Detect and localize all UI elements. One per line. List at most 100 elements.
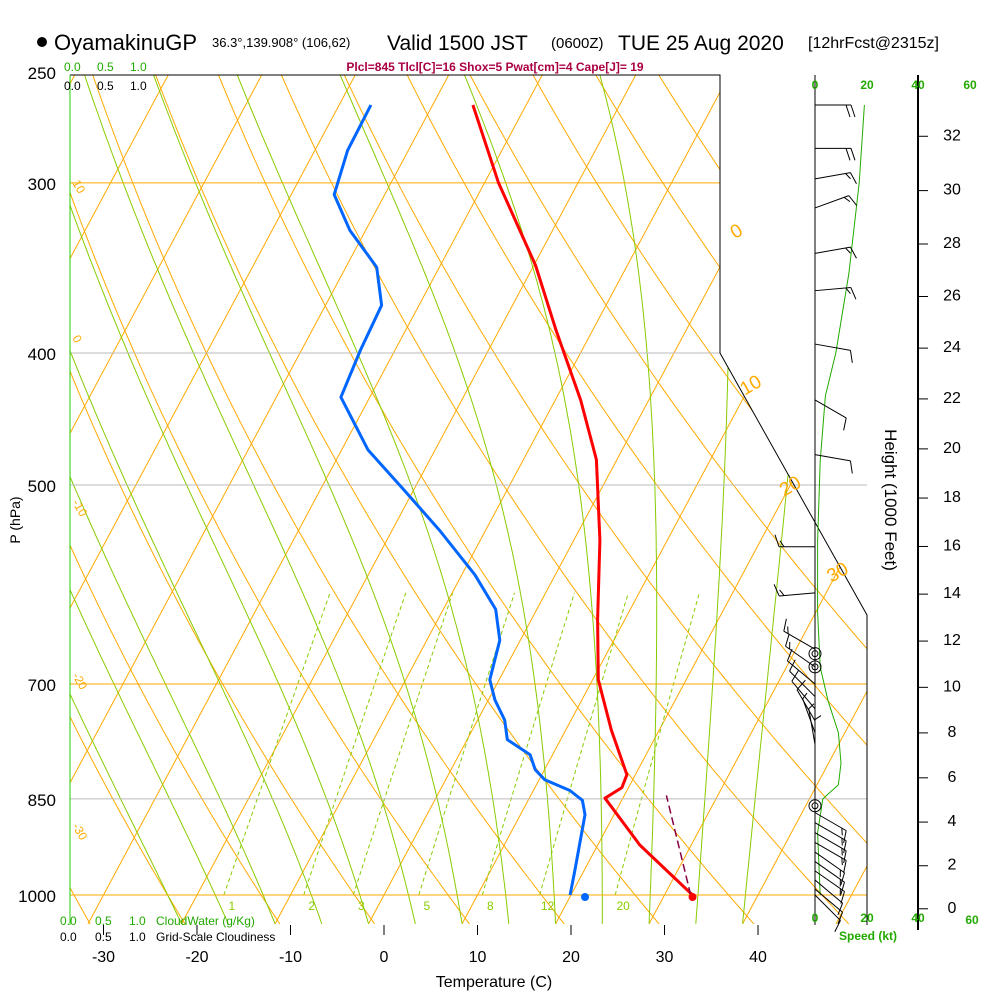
calm-wind-inner-icon: [811, 650, 819, 658]
wind-barb-flag: [843, 840, 847, 854]
wind-barb-shaft: [802, 698, 816, 733]
wind-barb-shaft: [814, 870, 845, 892]
wind-barb: [814, 812, 847, 844]
wind-barb-flag: [837, 902, 844, 916]
wind-barb-flag: [850, 104, 856, 118]
wind-barb: [815, 147, 856, 161]
valid-time: Valid 1500 JST: [387, 32, 528, 55]
moist-adiabat-line: [70, 75, 276, 925]
wind-barb-flag: [796, 679, 806, 691]
wind-barb-flag: [850, 148, 856, 161]
mixing-ratio-label: 12: [541, 899, 555, 913]
wind-barb-flag: [837, 912, 844, 925]
isotherm-label: 30: [823, 558, 852, 587]
wind-barb-flag: [789, 659, 796, 672]
height-tick-label: 24: [943, 339, 961, 356]
height-tick-label: 30: [943, 182, 961, 199]
wind-barb-flag: [845, 173, 851, 180]
speed-bottom-40: 40: [911, 911, 925, 925]
wind-barb-flag: [773, 584, 780, 597]
x-tick-label: -10: [279, 949, 302, 966]
wind-barb: [814, 842, 847, 873]
wind-barb-flag: [845, 287, 851, 294]
wind-speed-line: [817, 104, 865, 896]
wind-barb: [814, 715, 822, 756]
wind-barb-flag: [843, 850, 847, 864]
wind-barb-shaft: [814, 172, 851, 180]
wind-barb: [785, 633, 816, 668]
wind-barb: [791, 670, 816, 710]
height-tick-label: 22: [943, 390, 961, 407]
mixing-ratio-line: [539, 592, 629, 896]
moist-adiabat-line: [70, 75, 229, 925]
wind-barb-flag: [850, 246, 857, 259]
cloud-scale-bottom: 0.0 0.5 1.0 CloudWater (g/Kg) 0.0 0.5 1.…: [60, 914, 275, 944]
dry-adiabat-line: [146, 75, 660, 925]
speed-top-20: 20: [860, 78, 874, 92]
mixing-ratio-label: 3: [358, 899, 365, 913]
x-tick-label: 10: [469, 949, 487, 966]
height-tick-label: 16: [943, 537, 961, 554]
dry-adiabat-line: [70, 75, 470, 925]
wind-barb-flag: [808, 703, 815, 710]
mixing-ratio-label: 8: [487, 899, 494, 913]
x-tick-label: 30: [656, 949, 674, 966]
height-tick-label: 4: [948, 813, 957, 830]
wind-barb-flag: [843, 196, 851, 203]
wind-barb: [774, 534, 815, 548]
wind-barb-flag: [845, 247, 851, 254]
dry-adiabat-line: [519, 75, 867, 925]
calm-wind-icon: [808, 660, 822, 674]
dry-adiabat-line: [208, 75, 755, 925]
station-coords: 36.3°,139.908° (106,62): [212, 35, 350, 50]
cloud-top-black-1: 0.5: [97, 79, 114, 93]
calm-wind-icon: [808, 799, 822, 813]
isotherm-label: 0: [727, 220, 747, 243]
wind-barb-flag: [850, 172, 857, 184]
moist-adiabat-line: [76, 75, 416, 925]
y-axis-title: P (hPa): [7, 496, 23, 543]
wind-barb-flag: [834, 920, 841, 932]
wind-barb-shaft: [808, 708, 816, 745]
mixing-ratio-label: 2: [308, 899, 315, 913]
wind-barb-flag: [840, 882, 845, 895]
x-tick-label: 0: [380, 949, 389, 966]
wind-barb-shaft: [814, 842, 847, 861]
isotherm-line: [648, 75, 867, 925]
wind-barb-flag: [774, 534, 780, 547]
wind-barb: [814, 172, 857, 184]
left-adiabat-label: -30: [69, 821, 90, 843]
dewpoint-line: [332, 104, 587, 896]
mixing-ratio-line: [352, 592, 454, 896]
wind-barb-shaft: [814, 246, 851, 254]
cloud-bottom-green-0: 0.0: [60, 914, 77, 928]
wind-barb: [814, 287, 857, 300]
wind-barb: [814, 879, 844, 916]
cloud-top-black-2: 1.0: [130, 79, 147, 93]
wind-barb-flag: [843, 417, 847, 431]
cloud-top-green-0: 0.0: [64, 60, 81, 74]
isotherm-line: [70, 75, 276, 925]
moist-adiabat-line: [592, 75, 658, 924]
mixing-ratio-line: [223, 592, 331, 896]
valid-date: TUE 25 Aug 2020: [618, 32, 784, 55]
moist-adiabat-line: [227, 75, 510, 924]
height-tick-label: 8: [948, 724, 957, 741]
height-tick-label: 10: [943, 678, 961, 695]
wind-barb: [815, 104, 856, 118]
wind-barb-shaft: [814, 888, 843, 913]
wind-barb: [773, 584, 816, 597]
wind-barb-flag: [843, 860, 847, 873]
isotherm-line: [87, 75, 556, 925]
wind-barb-flag: [845, 148, 851, 161]
dry-adiabat-line: [70, 75, 376, 925]
calm-wind-inner-icon: [811, 802, 819, 810]
cloud-bottom-green-2: 1.0: [129, 914, 146, 928]
height-axis-title: Height (1000 Feet): [881, 429, 900, 571]
wind-barb-flag: [840, 872, 845, 885]
wind-barb: [814, 454, 853, 474]
dry-adiabat-line: [955, 51, 1000, 924]
height-tick-label: 20: [943, 440, 961, 457]
wind-barb-shaft: [814, 343, 851, 351]
dry-adiabat-line: [332, 75, 867, 925]
